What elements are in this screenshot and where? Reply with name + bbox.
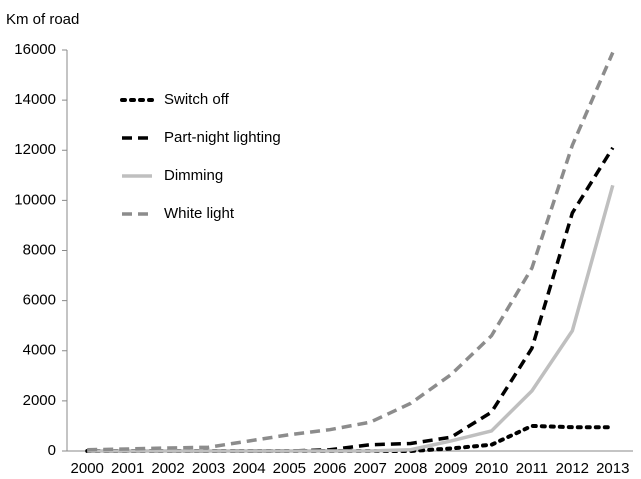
y-tick-label: 14000	[14, 91, 56, 108]
y-tick-label: 12000	[14, 141, 56, 158]
y-axis-label: Km of road	[6, 11, 79, 28]
x-tick-label: 2000	[71, 460, 104, 477]
x-tick-label: 2002	[151, 460, 184, 477]
y-tick-label: 4000	[23, 342, 56, 359]
x-tick-label: 2012	[556, 460, 589, 477]
y-tick-label: 10000	[14, 191, 56, 208]
x-tick-label: 2003	[192, 460, 225, 477]
x-tick-label: 2004	[232, 460, 265, 477]
x-tick-label: 2013	[596, 460, 629, 477]
y-tick-label: 0	[48, 442, 56, 459]
x-tick-label: 2010	[475, 460, 508, 477]
y-tick-label: 8000	[23, 241, 56, 258]
legend-label: Switch off	[164, 91, 230, 108]
legend-label: White light	[164, 205, 235, 222]
x-tick-label: 2005	[273, 460, 306, 477]
x-tick-label: 2001	[111, 460, 144, 477]
y-tick-label: 2000	[23, 392, 56, 409]
series-line	[87, 146, 615, 453]
series-line	[87, 51, 615, 452]
legend-label: Dimming	[164, 167, 223, 184]
x-tick-label: 2006	[313, 460, 346, 477]
y-tick-label: 6000	[23, 292, 56, 309]
legend-label: Part-night lighting	[164, 129, 281, 146]
x-tick-label: 2007	[354, 460, 387, 477]
series-line	[87, 184, 615, 453]
x-tick-label: 2009	[434, 460, 467, 477]
x-tick-label: 2008	[394, 460, 427, 477]
x-tick-label: 2011	[516, 460, 548, 477]
y-tick-label: 16000	[14, 41, 56, 58]
